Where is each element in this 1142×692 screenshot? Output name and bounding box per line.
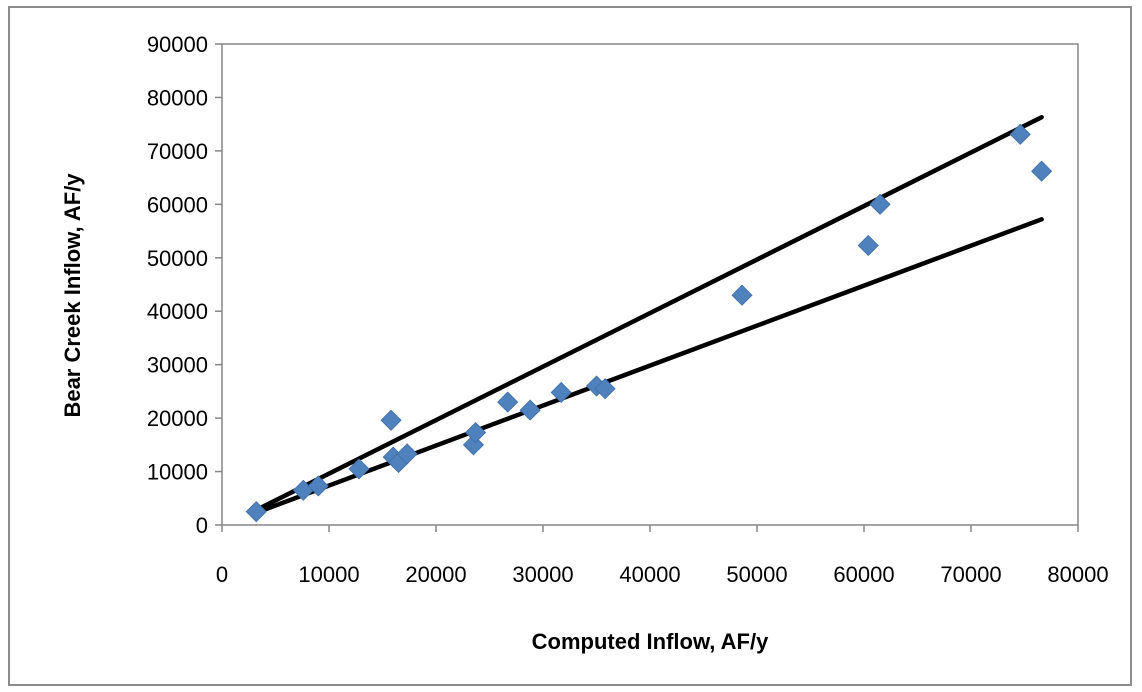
y-tick-label: 20000 bbox=[147, 406, 208, 431]
y-tick-label: 50000 bbox=[147, 246, 208, 271]
data-point bbox=[857, 234, 879, 257]
data-point bbox=[396, 443, 418, 465]
data-point bbox=[307, 475, 329, 497]
x-tick-label: 80000 bbox=[1047, 562, 1108, 587]
data-point bbox=[380, 409, 402, 431]
data-point bbox=[731, 284, 753, 306]
x-tick-label: 70000 bbox=[940, 562, 1001, 587]
chart-frame: 0 10000 20000 30000 40000 50000 60000 70000 8000… bbox=[8, 6, 1132, 686]
y-tick-label: 0 bbox=[196, 513, 208, 538]
x-tick-label: 20000 bbox=[405, 562, 466, 587]
x-tick-label: 50000 bbox=[726, 562, 787, 587]
data-point bbox=[1031, 160, 1053, 182]
data-point bbox=[869, 193, 891, 215]
y-tick-label: 10000 bbox=[147, 460, 208, 485]
y-tick-label: 60000 bbox=[147, 192, 208, 217]
plot-area bbox=[221, 43, 1079, 526]
trend-lines bbox=[253, 114, 1044, 515]
x-tick-label: 10000 bbox=[298, 562, 359, 587]
y-tick-label: 40000 bbox=[147, 299, 208, 324]
scatter-chart: 0 10000 20000 30000 40000 50000 60000 70000 8000… bbox=[60, 32, 1109, 654]
x-tick-label: 60000 bbox=[833, 562, 894, 587]
y-tick-label: 70000 bbox=[147, 139, 208, 164]
data-point bbox=[245, 501, 267, 523]
data-point bbox=[465, 421, 487, 444]
y-tick-label: 90000 bbox=[147, 32, 208, 57]
y-axis-title: Bear Creek Inflow, AF/y bbox=[60, 173, 85, 418]
data-point bbox=[550, 381, 572, 404]
x-tick-label: 40000 bbox=[619, 562, 680, 587]
x-axis-title: Computed Inflow, AF/y bbox=[532, 629, 769, 654]
x-tick-label: 30000 bbox=[512, 562, 573, 587]
trend-line-1 bbox=[253, 114, 1044, 513]
y-tick-label: 80000 bbox=[147, 85, 208, 110]
data-point bbox=[1009, 123, 1031, 145]
y-axis-ticks: 0 10000 20000 30000 40000 50000 60000 70000 8000… bbox=[147, 32, 222, 538]
data-point bbox=[594, 378, 616, 400]
x-axis-ticks: 0 10000 20000 30000 40000 50000 60000 70000 8000… bbox=[216, 525, 1109, 587]
data-point bbox=[348, 458, 370, 480]
data-point bbox=[497, 391, 519, 413]
trend-line-2 bbox=[253, 217, 1044, 515]
x-tick-label: 0 bbox=[216, 562, 228, 587]
plot-area-border bbox=[221, 43, 1079, 526]
data-point bbox=[519, 399, 541, 421]
data-points bbox=[245, 123, 1053, 523]
y-tick-label: 30000 bbox=[147, 353, 208, 378]
